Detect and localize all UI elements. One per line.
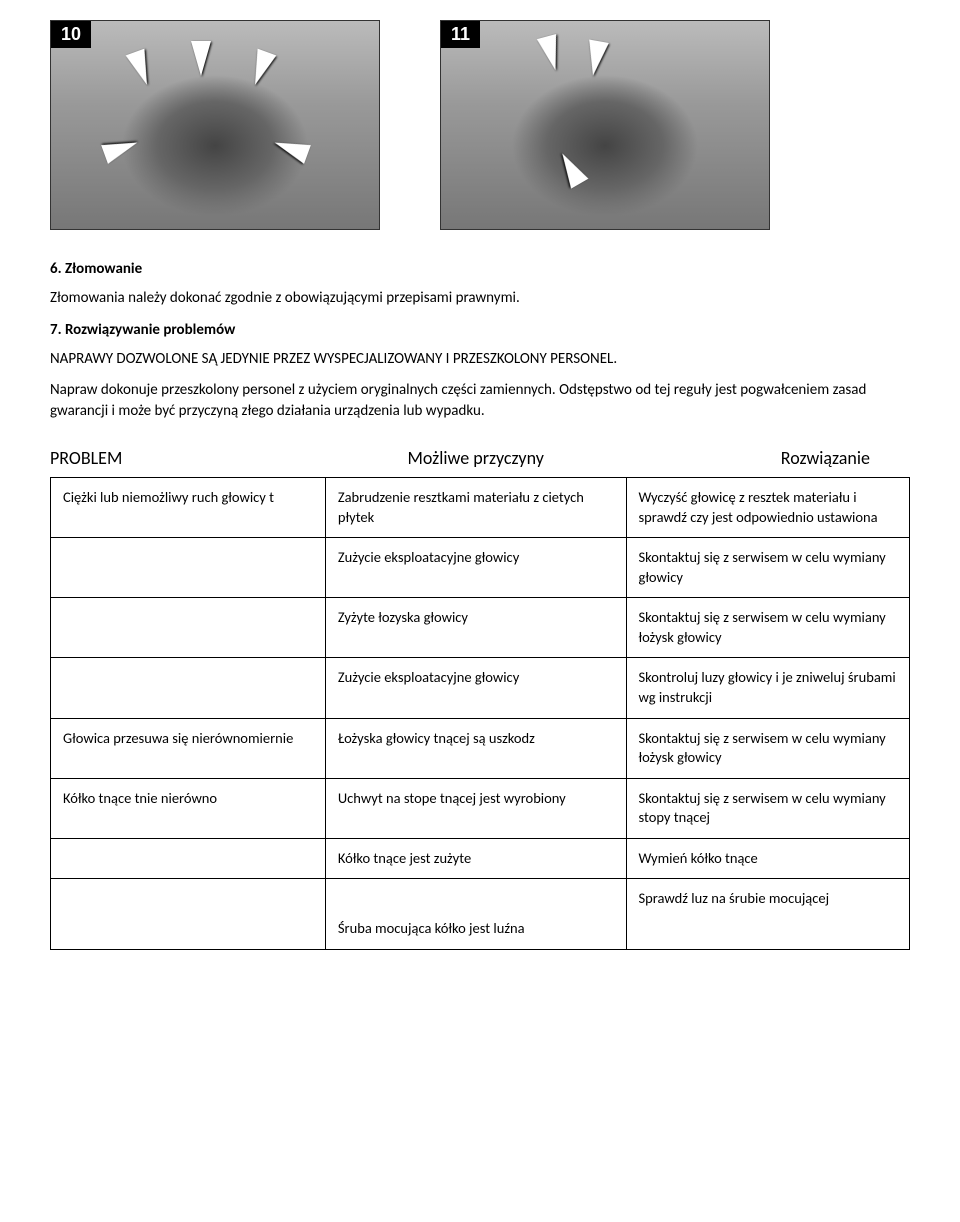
table-row: Głowica przesuwa się nierównomiernie Łoż… xyxy=(51,718,910,778)
section-7-warning: NAPRAWY DOZWOLONE SĄ JEDYNIE PRZEZ WYSPE… xyxy=(50,349,910,370)
table-row: Ciężki lub niemożliwy ruch głowicy t Zab… xyxy=(51,478,910,538)
table-row: Zużycie eksploatacyjne głowicy Skontaktu… xyxy=(51,538,910,598)
table-header-row: PROBLEM Możliwe przyczyny Rozwiązanie xyxy=(50,447,910,469)
cell-problem: Kółko tnące tnie nierówno xyxy=(51,778,326,838)
section-7-title: 7. Rozwiązywanie problemów xyxy=(50,321,910,339)
figure-11: 11 xyxy=(440,20,770,230)
cell-problem xyxy=(51,879,326,950)
section-6-text: Złomowania należy dokonać zgodnie z obow… xyxy=(50,288,910,309)
header-cause: Możliwe przyczyny xyxy=(325,447,626,469)
cell-problem xyxy=(51,658,326,718)
table-row: Zyżyte łozyska głowicy Skontaktuj się z … xyxy=(51,598,910,658)
cell-problem: Głowica przesuwa się nierównomiernie xyxy=(51,718,326,778)
troubleshooting-table: Ciężki lub niemożliwy ruch głowicy t Zab… xyxy=(50,477,910,950)
table-row: Kółko tnące tnie nierówno Uchwyt na stop… xyxy=(51,778,910,838)
cell-solution: Wymień kółko tnące xyxy=(626,838,909,879)
cell-solution: Wyczyść głowicę z resztek materiału i sp… xyxy=(626,478,909,538)
cell-problem xyxy=(51,598,326,658)
cell-cause: Śruba mocująca kółko jest luźna xyxy=(325,879,626,950)
figure-10: 10 xyxy=(50,20,380,230)
cell-cause: Uchwyt na stope tnącej jest wyrobiony xyxy=(325,778,626,838)
header-problem: PROBLEM xyxy=(50,447,325,469)
cell-cause: Zużycie eksploatacyjne głowicy xyxy=(325,538,626,598)
cell-cause: Zyżyte łozyska głowicy xyxy=(325,598,626,658)
cell-problem xyxy=(51,838,326,879)
cell-cause: Zabrudzenie resztkami materiału z cietyc… xyxy=(325,478,626,538)
figure-11-label: 11 xyxy=(441,21,480,48)
cell-solution: Sprawdź luz na śrubie mocującej xyxy=(626,879,909,950)
table-row: Kółko tnące jest zużyte Wymień kółko tną… xyxy=(51,838,910,879)
cell-cause: Zużycie eksploatacyjne głowicy xyxy=(325,658,626,718)
table-row: Zużycie eksploatacyjne głowicy Skontrolu… xyxy=(51,658,910,718)
figures-row: 10 11 xyxy=(50,20,910,230)
cell-solution: Skontaktuj się z serwisem w celu wymiany… xyxy=(626,778,909,838)
section-7-text: Napraw dokonuje przeszkolony personel z … xyxy=(50,380,910,422)
figure-10-label: 10 xyxy=(51,21,91,48)
cell-solution: Skontaktuj się z serwisem w celu wymiany… xyxy=(626,598,909,658)
cell-solution: Skontaktuj się z serwisem w celu wymiany… xyxy=(626,538,909,598)
section-6-title: 6. Złomowanie xyxy=(50,260,910,278)
cell-cause: Kółko tnące jest zużyte xyxy=(325,838,626,879)
cell-problem xyxy=(51,538,326,598)
cell-solution: Skontroluj luzy głowicy i je zniweluj śr… xyxy=(626,658,909,718)
header-solution: Rozwiązanie xyxy=(626,447,910,469)
cell-problem: Ciężki lub niemożliwy ruch głowicy t xyxy=(51,478,326,538)
table-row: Śruba mocująca kółko jest luźna Sprawdź … xyxy=(51,879,910,950)
cell-cause: Łożyska głowicy tnącej są uszkodz xyxy=(325,718,626,778)
cell-solution: Skontaktuj się z serwisem w celu wymiany… xyxy=(626,718,909,778)
